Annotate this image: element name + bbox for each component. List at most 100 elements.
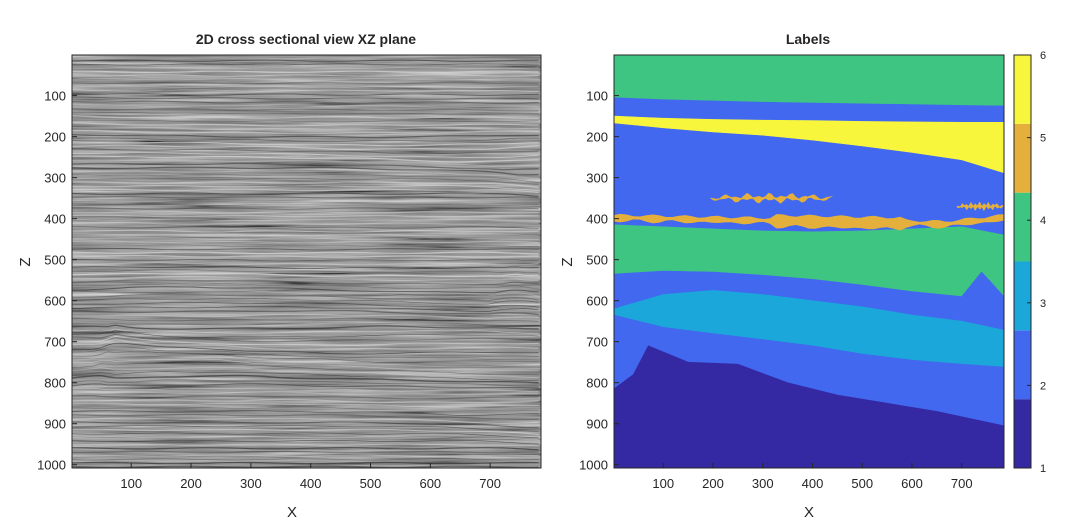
seismic-reflector (72, 196, 539, 199)
seismic-reflector (72, 417, 539, 425)
seismic-reflector (72, 387, 539, 392)
seismic-reflector (72, 174, 539, 183)
seismic-reflector (72, 324, 539, 330)
left-y-tick-label: 1000 (37, 458, 66, 473)
left-x-tick-label: 500 (360, 476, 382, 491)
seismic-reflector (72, 301, 539, 308)
seismic-reflector (72, 244, 539, 247)
seismic-reflector (72, 266, 539, 269)
seismic-reflector (72, 338, 539, 351)
seismic-reflector (72, 240, 539, 244)
left-x-tick-label: 200 (180, 476, 202, 491)
seismic-reflector (72, 207, 539, 210)
seismic-reflector (72, 428, 539, 435)
seismic-reflector (72, 436, 539, 441)
seismic-reflector (72, 188, 539, 194)
seismic-reflector (72, 152, 539, 159)
seismic-reflector (72, 166, 539, 176)
seismic-reflector (72, 233, 539, 237)
seismic-reflector (72, 104, 539, 108)
seismic-reflector (72, 155, 539, 163)
left-y-tick-label: 200 (44, 130, 66, 145)
seismic-reflector (72, 282, 539, 289)
right-chart-title: Labels (786, 31, 831, 47)
seismic-reflector (72, 67, 539, 69)
right-x-axis-label: X (804, 504, 814, 521)
seismic-reflector (72, 259, 539, 262)
colorbar-swatch-4 (1014, 192, 1031, 262)
seismic-reflector (72, 89, 539, 92)
right-y-tick-label: 1000 (579, 458, 608, 473)
seismic-reflector (72, 115, 539, 119)
right-panel: Labels 100 200 300 400 500 600 700 100 200 300 40… (559, 31, 1046, 521)
left-y-tick-label: 400 (44, 212, 66, 227)
seismic-reflector (72, 421, 539, 429)
seismic-reflector (72, 162, 539, 171)
seismic-reflector (72, 203, 539, 206)
seismic-reflector (72, 211, 539, 214)
seismic-reflector (72, 251, 539, 255)
left-x-axis-label: X (287, 504, 297, 521)
label-1-band (614, 345, 1004, 468)
seismic-reflector (72, 398, 539, 404)
left-x-tick-label: 100 (120, 476, 142, 491)
seismic-reflector (72, 313, 539, 320)
seismic-reflector (72, 330, 539, 338)
seismic-reflector (72, 328, 539, 335)
seismic-reflector (72, 192, 539, 197)
right-x-ticks: 100 200 300 400 500 600 700 (652, 463, 973, 491)
seismic-texture (72, 55, 541, 468)
seismic-reflector (72, 465, 539, 468)
seismic-reflector (72, 137, 539, 142)
seismic-reflector (72, 450, 539, 454)
colorbar-swatch-3 (1014, 261, 1031, 331)
seismic-reflector (72, 96, 539, 100)
seismic-reflector (72, 129, 539, 135)
seismic-reflector (72, 293, 539, 302)
seismic-reflector (72, 346, 539, 359)
left-y-axis-label: Z (17, 257, 34, 266)
seismic-reflector (72, 70, 539, 74)
left-x-tick-label: 400 (300, 476, 322, 491)
seismic-reflector (72, 127, 539, 131)
seismic-reflector (72, 85, 539, 88)
seismic-reflector (72, 122, 539, 127)
left-y-tick-label: 100 (44, 89, 66, 104)
seismic-reflector (72, 333, 539, 343)
right-y-tick-label: 500 (586, 253, 608, 268)
seismic-reflector (72, 93, 539, 96)
right-y-tick-label: 900 (586, 417, 608, 432)
colorbar-tick-label: 2 (1040, 380, 1046, 392)
seismic-reflector (72, 185, 539, 191)
label-5-lens-main (614, 213, 1004, 231)
seismic-reflector (72, 222, 539, 226)
seismic-reflector (72, 410, 539, 416)
seismic-reflector (72, 394, 539, 400)
seismic-reflector (72, 363, 539, 375)
seismic-reflector (72, 317, 539, 323)
seismic-reflector (72, 275, 539, 281)
left-x-tick-label: 300 (240, 476, 262, 491)
seismic-reflector (72, 454, 539, 457)
right-y-tick-label: 100 (586, 89, 608, 104)
seismic-reflector (72, 309, 539, 316)
seismic-reflector (72, 254, 539, 258)
seismic-reflector (72, 148, 539, 155)
colorbar-tick-label: 6 (1040, 50, 1046, 62)
seismic-reflector (72, 425, 539, 432)
seismic-reflectors (72, 59, 539, 468)
left-y-tick-label: 900 (44, 417, 66, 432)
seismic-reflector (72, 322, 539, 327)
left-chart-title: 2D cross sectional view XZ plane (196, 31, 416, 47)
seismic-reflector (72, 100, 539, 104)
seismic-reflector (72, 269, 539, 273)
seismic-reflector (72, 214, 539, 218)
left-x-ticks: 100 200 300 400 500 600 700 (120, 463, 501, 491)
seismic-reflector (72, 59, 539, 62)
seismic-reflector (72, 379, 539, 387)
right-x-tick-label: 500 (851, 476, 873, 491)
seismic-reflector (72, 134, 539, 139)
seismic-reflector (72, 305, 539, 312)
colorbar-tick-label: 5 (1040, 133, 1046, 145)
seismic-reflector (72, 371, 539, 381)
